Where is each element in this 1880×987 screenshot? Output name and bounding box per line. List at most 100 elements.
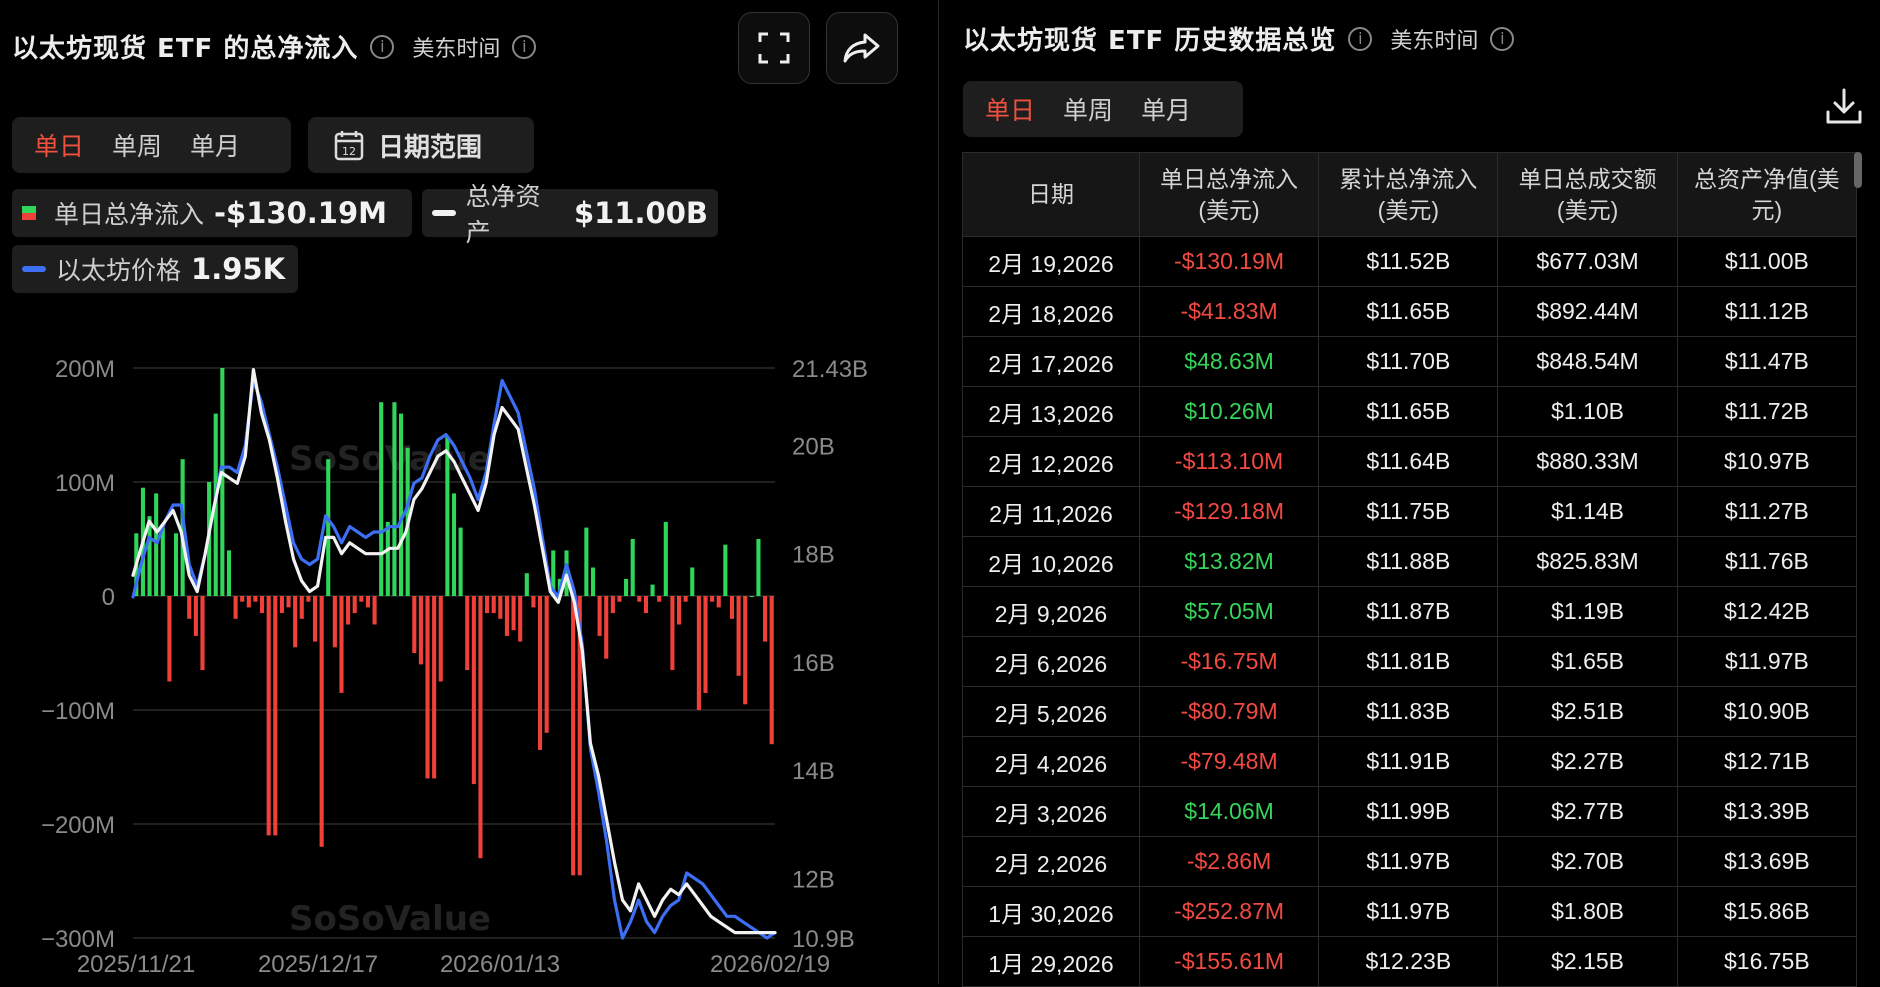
flow-bar — [670, 596, 675, 671]
y-right-tick-label: 10.9B — [792, 926, 855, 953]
tab-daily[interactable]: 单日 — [985, 96, 1036, 125]
table-cell: -$80.79M — [1138, 686, 1320, 737]
tab-weekly[interactable]: 单周 — [1063, 96, 1114, 125]
flow-bar — [200, 596, 205, 671]
table-cell: $1.10B — [1497, 386, 1678, 437]
table-row[interactable]: 2月 2,2026 -$2.86M $11.97B $2.70B $13.69B — [962, 836, 1858, 887]
table-row[interactable]: 2月 4,2026 -$79.48M $11.91B $2.27B $12.71B — [962, 736, 1858, 787]
chart-title-row: 以太坊现货 ETF 的总净流入 i 美东时间 i — [12, 28, 537, 65]
legend-price[interactable]: 以太坊价格 1.95K — [12, 245, 298, 293]
watermark: SoSoValue — [289, 899, 491, 939]
table-cell: 2月 13,2026 — [962, 386, 1140, 437]
share-button[interactable] — [826, 12, 898, 84]
legend-price-label: 以太坊价格 — [56, 256, 182, 285]
table-row[interactable]: 2月 10,2026 $13.82M $11.88B $825.83M $11.76B — [962, 536, 1858, 587]
table-cell: $1.19B — [1497, 586, 1678, 637]
table-cell: $2.51B — [1497, 686, 1678, 737]
flow-bar — [365, 596, 371, 608]
fullscreen-button[interactable] — [738, 12, 810, 84]
flow-bar — [319, 596, 324, 847]
flow-bar — [220, 368, 225, 596]
download-button[interactable] — [1824, 86, 1864, 130]
flow-bar — [312, 596, 318, 642]
table-cell: $15.86B — [1676, 886, 1858, 937]
flow-bar — [326, 459, 331, 596]
flow-bar — [630, 539, 635, 596]
table-cell: $10.90B — [1676, 686, 1858, 737]
table-cell: $11.65B — [1318, 386, 1499, 437]
table-row[interactable]: 2月 6,2026 -$16.75M $11.81B $1.65B $11.97B — [962, 636, 1858, 687]
y-tick-label: −300M — [41, 926, 115, 953]
flow-bar — [729, 596, 735, 619]
timezone-info-icon[interactable]: i — [1490, 26, 1515, 51]
table-title-row: 以太坊现货 ETF 历史数据总览 i 美东时间 i — [963, 20, 1515, 57]
table-cell: 2月 4,2026 — [962, 736, 1140, 787]
tab-monthly[interactable]: 单月 — [1141, 96, 1192, 125]
table-row[interactable]: 2月 17,2026 $48.63M $11.70B $848.54M $11.47B — [962, 336, 1858, 387]
table-row[interactable]: 1月 29,2026 -$155.61M $12.23B $2.15B $16.75B — [962, 936, 1858, 987]
table-cell: $12.23B — [1318, 936, 1499, 987]
table-cell: $13.82M — [1138, 536, 1320, 587]
table-cell: $2.70B — [1497, 836, 1678, 887]
table-cell: $57.05M — [1138, 586, 1320, 637]
flow-bar — [617, 596, 622, 602]
y-right-tick-label: 14B — [792, 758, 835, 785]
table-row[interactable]: 2月 18,2026 -$41.83M $11.65B $892.44M $11.12B — [962, 286, 1858, 337]
flow-bar — [266, 596, 271, 836]
legend-price-value: 1.95K — [191, 252, 286, 286]
flow-bar — [233, 596, 238, 619]
table-cell: 2月 3,2026 — [962, 786, 1140, 837]
date-range-button[interactable]: 12 日期范围 — [308, 117, 534, 173]
history-table-panel: 以太坊现货 ETF 历史数据总览 i 美东时间 i 单日 单周 单月 日期 单日总… — [939, 0, 1880, 987]
column-header: 累计总净流入 (美元) — [1318, 152, 1499, 237]
table-cell: $11.27B — [1676, 486, 1858, 537]
flow-bar — [226, 550, 232, 596]
table-cell: 1月 29,2026 — [962, 936, 1140, 987]
table-cell: $11.47B — [1676, 336, 1858, 387]
table-scrollbar[interactable] — [1854, 152, 1862, 188]
table-row[interactable]: 2月 19,2026 -$130.19M $11.52B $677.03M $11.00… — [962, 236, 1858, 287]
y-right-tick-label: 16B — [792, 650, 835, 677]
flow-swatch-icon — [22, 206, 36, 220]
assets-line — [131, 368, 777, 935]
fullscreen-icon — [758, 32, 790, 64]
flow-bar — [332, 596, 337, 648]
info-icon[interactable]: i — [1348, 26, 1373, 51]
y-right-tick-label: 18B — [792, 542, 835, 569]
table-row[interactable]: 1月 30,2026 -$252.87M $11.97B $1.80B $15.86B — [962, 886, 1858, 937]
table-cell: -$16.75M — [1138, 636, 1320, 687]
tab-weekly[interactable]: 单周 — [112, 132, 163, 161]
inflow-chart[interactable]: SoSoValue SoSoValue 200M 100M 0 −100M −200M −3… — [0, 340, 900, 980]
flow-bar — [763, 596, 768, 642]
table-cell: -$130.19M — [1138, 236, 1320, 287]
legend-assets[interactable]: 总净资产 $11.00B — [422, 182, 718, 247]
table-cell: $16.75B — [1676, 936, 1858, 987]
y-tick-label: 0 — [102, 584, 115, 611]
tab-monthly[interactable]: 单月 — [190, 132, 241, 161]
table-row[interactable]: 2月 3,2026 $14.06M $11.99B $2.77B $13.39B — [962, 786, 1858, 837]
flow-bar — [240, 596, 245, 602]
table-cell: $11.64B — [1318, 436, 1499, 487]
table-cell: $11.00B — [1676, 236, 1858, 287]
table-cell: $2.15B — [1497, 936, 1678, 987]
table-row[interactable]: 2月 12,2026 -$113.10M $11.64B $880.33M $10.97… — [962, 436, 1858, 487]
table-row[interactable]: 2月 11,2026 -$129.18M $11.75B $1.14B $11.27B — [962, 486, 1858, 537]
info-icon[interactable]: i — [370, 34, 395, 59]
flow-bar — [756, 539, 761, 596]
flow-bar — [571, 596, 576, 876]
tab-daily[interactable]: 单日 — [34, 132, 85, 161]
table-cell: 2月 6,2026 — [962, 636, 1140, 687]
svg-text:12: 12 — [342, 145, 356, 158]
legend-flow[interactable]: 单日总净流入 -$130.19M — [12, 189, 412, 237]
table-cell: $892.44M — [1497, 286, 1678, 337]
timezone-info-icon[interactable]: i — [512, 34, 537, 59]
flow-bar — [590, 567, 596, 596]
table-row[interactable]: 2月 13,2026 $10.26M $11.65B $1.10B $11.72B — [962, 386, 1858, 437]
history-table-container[interactable]: 日期 单日总净流入 (美元) 累计总净流入 (美元) 单日总成交额 (美元) 总资产净值(美元… — [962, 152, 1858, 987]
table-row[interactable]: 2月 5,2026 -$80.79M $11.83B $2.51B $10.90B — [962, 686, 1858, 737]
flow-bar — [485, 596, 490, 614]
table-cell: $11.12B — [1676, 286, 1858, 337]
table-cell: $11.76B — [1676, 536, 1858, 587]
period-tabs: 单日 单周 单月 — [12, 117, 291, 173]
table-row[interactable]: 2月 9,2026 $57.05M $11.87B $1.19B $12.42B — [962, 586, 1858, 637]
